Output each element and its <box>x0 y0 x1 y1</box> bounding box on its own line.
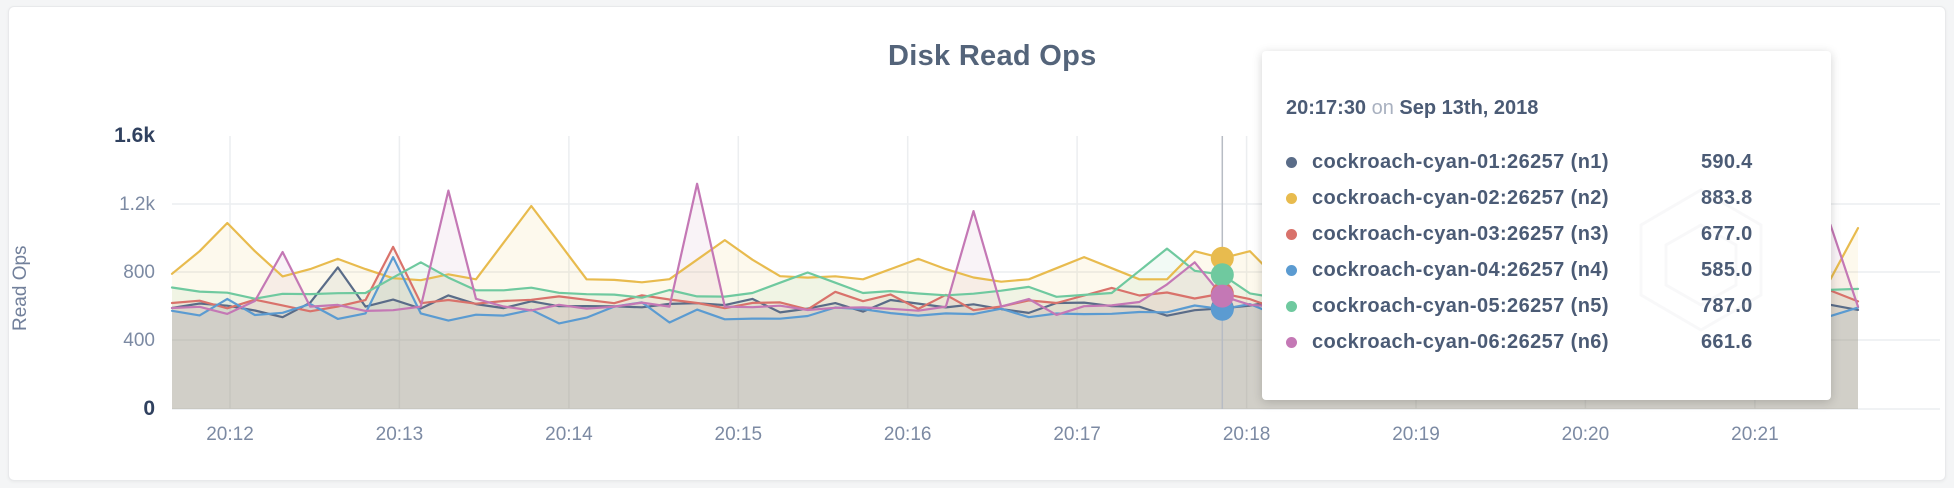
svg-text:400: 400 <box>123 330 155 351</box>
svg-text:20:13: 20:13 <box>376 424 424 445</box>
svg-text:20:14: 20:14 <box>545 424 593 445</box>
svg-text:20:17: 20:17 <box>1053 424 1101 445</box>
svg-text:20:15: 20:15 <box>715 424 763 445</box>
svg-text:20:12: 20:12 <box>206 424 254 445</box>
svg-text:20:19: 20:19 <box>1392 424 1440 445</box>
svg-text:1.2k: 1.2k <box>119 194 155 215</box>
svg-text:20:18: 20:18 <box>1223 424 1271 445</box>
svg-text:0: 0 <box>143 397 155 420</box>
svg-text:20:21: 20:21 <box>1731 424 1779 445</box>
svg-text:20:20: 20:20 <box>1562 424 1610 445</box>
svg-text:800: 800 <box>123 262 155 283</box>
svg-text:1.6k: 1.6k <box>114 124 155 147</box>
svg-text:20:16: 20:16 <box>884 424 932 445</box>
